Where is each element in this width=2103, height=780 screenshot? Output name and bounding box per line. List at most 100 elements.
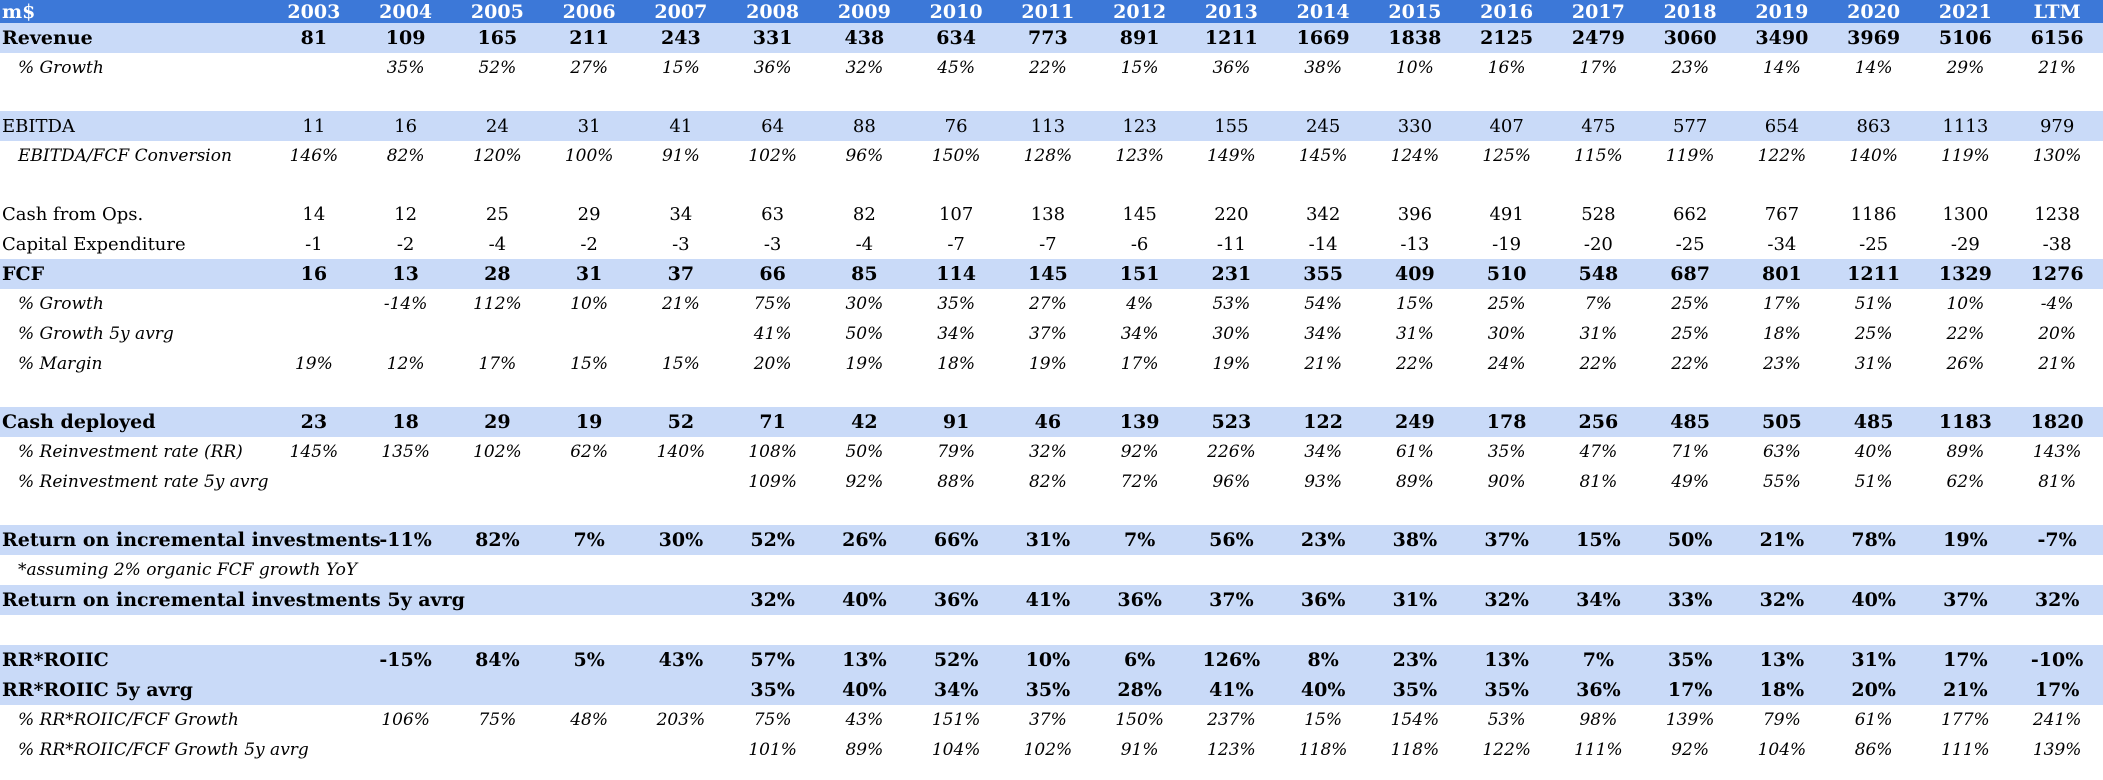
value-cell: 72% — [1120, 472, 1159, 492]
year-header: 2009 — [818, 0, 911, 23]
row-rr-5y: % Reinvestment rate 5y avrg 109% 92% 88% 82%… — [0, 467, 2103, 497]
year-header: 2010 — [910, 0, 1002, 23]
value-cell: 1183 — [1919, 407, 2012, 437]
row-label: EBITDA — [0, 111, 268, 141]
year-header: LTM — [2011, 0, 2103, 23]
value-cell: 17% — [2011, 675, 2103, 705]
value-cell: 54% — [1304, 294, 1343, 314]
value-cell: 40% — [818, 585, 911, 615]
value-cell: 510 — [1460, 259, 1553, 289]
value-cell: -2 — [580, 233, 598, 255]
row-revenue: Revenue 81 109 165 211 243 331 438 634 773 891 1211… — [0, 23, 2103, 53]
value-cell: 89% — [845, 740, 884, 760]
spacer-cell — [0, 615, 2103, 645]
value-cell: -1 — [305, 233, 323, 255]
row-label: Capital Expenditure — [2, 233, 186, 255]
value-cell: 20% — [1827, 675, 1920, 705]
row-label: FCF — [0, 259, 268, 289]
value-cell: 30% — [635, 525, 727, 555]
value-cell: 10% — [1002, 645, 1094, 675]
value-cell: 16% — [1487, 58, 1526, 78]
value-cell: 15% — [570, 354, 609, 374]
value-cell: 122% — [1482, 740, 1531, 760]
value-cell: 15% — [1120, 58, 1159, 78]
value-cell: 767 — [1764, 203, 1800, 225]
row-fcf-growth-5y: % Growth 5y avrg 41% 50% 34% 37% 34% 30% 34% 31%… — [0, 319, 2103, 349]
value-cell: 27% — [570, 58, 609, 78]
value-cell: 33% — [1644, 585, 1736, 615]
row-label: Return on incremental investments — [0, 525, 381, 555]
value-cell: 17% — [1120, 354, 1159, 374]
value-cell: 485 — [1827, 407, 1920, 437]
value-cell: 85 — [818, 259, 911, 289]
value-cell: 29 — [577, 203, 601, 225]
value-cell — [268, 289, 360, 319]
value-cell: 118% — [1298, 740, 1348, 760]
year-header: 2004 — [359, 0, 452, 23]
value-cell: 37% — [1028, 324, 1067, 344]
value-cell — [268, 525, 360, 555]
year-header: 2013 — [1185, 0, 1278, 23]
row-label: % Margin — [18, 354, 103, 374]
value-cell: 25% — [1487, 294, 1526, 314]
value-cell: 81 — [268, 23, 360, 53]
row-label: Revenue — [0, 23, 268, 53]
value-cell: 124% — [1390, 146, 1440, 166]
value-cell: 17% — [478, 354, 517, 374]
value-cell: 115% — [1574, 146, 1623, 166]
value-cell: 407 — [1460, 111, 1553, 141]
year-header: 2006 — [543, 0, 635, 23]
value-cell: 211 — [543, 23, 635, 53]
value-cell: 43% — [635, 645, 727, 675]
value-cell: 53% — [1212, 294, 1251, 314]
value-cell: 3969 — [1827, 23, 1920, 53]
value-cell: 146% — [289, 146, 339, 166]
value-cell: 14% — [1762, 58, 1801, 78]
value-cell: 32% — [726, 585, 819, 615]
value-cell: 30% — [1487, 324, 1526, 344]
value-cell: -6 — [1130, 233, 1149, 255]
value-cell: 14% — [1854, 58, 1893, 78]
value-cell: 37% — [1919, 585, 2012, 615]
value-cell — [268, 585, 360, 615]
value-cell: 11 — [268, 111, 360, 141]
value-cell: 30% — [1212, 324, 1251, 344]
value-cell: 56% — [1185, 525, 1278, 555]
value-cell: 42 — [818, 407, 911, 437]
value-cell: 34 — [669, 203, 693, 225]
year-header: 2015 — [1369, 0, 1461, 23]
value-cell: 79% — [937, 442, 976, 462]
value-cell: 16 — [268, 259, 360, 289]
footnote: *assuming 2% organic FCF growth YoY — [18, 560, 358, 580]
row-label: % Reinvestment rate (RR) — [18, 442, 243, 462]
value-cell: 82% — [1028, 472, 1067, 492]
value-cell: 66% — [910, 525, 1002, 555]
value-cell: 237% — [1207, 710, 1256, 730]
row-roiic-5y: Return on incremental investments 5y avr… — [0, 585, 2103, 615]
value-cell: 12 — [394, 203, 418, 225]
value-cell: 139 — [1093, 407, 1186, 437]
value-cell: 25 — [485, 203, 509, 225]
value-cell: 662 — [1672, 203, 1708, 225]
value-cell: 23% — [1671, 58, 1710, 78]
row-fcf-growth: % Growth -14% 112% 10% 21% 75% 30% 35% 27% 4% 53% 5… — [0, 289, 2103, 319]
value-cell: 32% — [1460, 585, 1553, 615]
value-cell: 81% — [1579, 472, 1618, 492]
value-cell: 51% — [1854, 294, 1893, 314]
empty-cell — [1920, 555, 2012, 585]
value-cell: 145% — [289, 442, 339, 462]
value-cell: -10% — [2011, 645, 2103, 675]
value-cell: 71% — [1671, 442, 1710, 462]
value-cell: 35% — [1369, 675, 1461, 705]
value-cell: 48% — [570, 710, 609, 730]
value-cell: 43% — [845, 710, 884, 730]
spacer-cell — [0, 83, 2103, 111]
value-cell: 84% — [451, 645, 544, 675]
year-header: 2012 — [1093, 0, 1186, 23]
value-cell — [451, 585, 544, 615]
value-cell: 35% — [1644, 645, 1736, 675]
value-cell: 5% — [543, 645, 635, 675]
value-cell: 25% — [1854, 324, 1893, 344]
empty-cell — [1369, 555, 1461, 585]
value-cell: 31 — [543, 111, 635, 141]
